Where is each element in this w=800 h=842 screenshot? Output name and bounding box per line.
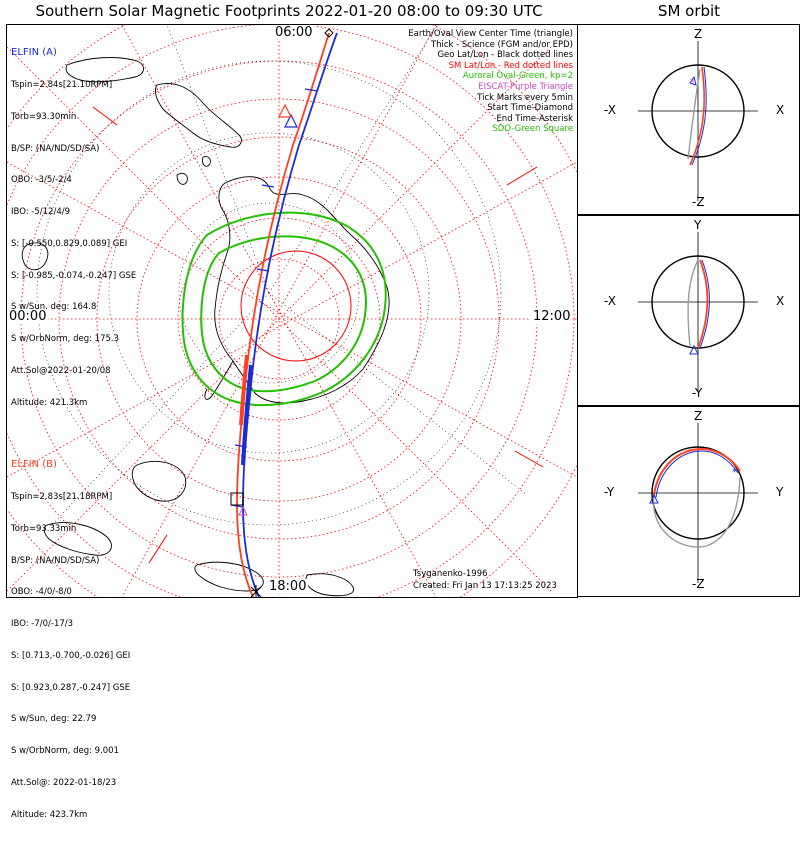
orbit-axis-top: Z	[694, 409, 703, 423]
footprint-plot: ELFIN (A) Tspin=2.84s[21.10RPM] Torb=93.…	[6, 24, 578, 820]
orbit-plot-yz: *	[638, 423, 758, 583]
map-legend: Earth/Oval View Center Time (triangle) T…	[408, 29, 573, 135]
legend-item: Earth/Oval View Center Time (triangle)	[408, 29, 573, 39]
view-center-triangle-a	[284, 113, 298, 128]
start-diamond	[324, 28, 334, 38]
elfin-a-line: S: [-0.550,0.829,0.089] GEI	[11, 238, 128, 249]
view-center-triangle-b	[278, 103, 292, 118]
orbit-axis-right: X	[776, 294, 785, 308]
elfin-a-line: Tspin=2.84s[21.10RPM]	[11, 79, 113, 90]
orbit-axis-bottom: -Z	[692, 577, 705, 591]
legend-item: End Time-Asterisk	[496, 113, 573, 124]
elfin-a-line: Altitude: 421.3km	[11, 397, 88, 408]
sm-latitude-grid	[7, 25, 577, 597]
coastlines	[21, 57, 390, 597]
elfin-a-line: S w/OrbNorm, deg: 175.3	[11, 334, 120, 345]
orbit-axis-top: Y	[694, 218, 702, 232]
orbit-axis-left: -X	[604, 103, 616, 117]
clock-label-right: 12:00	[531, 309, 573, 324]
orbit-panel-xy: -X X Y -Y	[578, 215, 800, 406]
end-asterisk	[250, 585, 262, 597]
legend-item: Tick Marks every 5min	[477, 92, 573, 103]
orbit-plot-xy	[638, 232, 758, 392]
elfin-b-line: S: [0.713,-0.700,-0.026] GEI	[11, 650, 131, 661]
legend-item: Geo Lat/Lon - Black dotted lines	[437, 50, 573, 61]
clock-label-left: 00:00	[7, 309, 49, 324]
orbit-panels: * -X X Z -Z -X X Y -Y *	[578, 24, 800, 598]
clock-label-top: 06:00	[273, 25, 315, 40]
elfin-b-line: IBO: -7/0/-17/3	[11, 619, 74, 630]
legend-item: EISCAT-Purple Triangle	[478, 81, 573, 92]
elfin-a-line: B/SP: (NA/ND/SD/SA)	[11, 143, 100, 154]
elfin-a-line: S: [-0.985,-0.074,-0.247] GSE	[11, 270, 137, 281]
page-title: Southern Solar Magnetic Footprints 2022-…	[35, 2, 543, 20]
elfin-a-line: IBO: -5/12/4/9	[11, 207, 70, 218]
created-timestamp: Created: Fri Jan 13 17:13:25 2023	[413, 581, 557, 591]
elfin-b-line: S w/Sun, deg: 22.79	[11, 714, 97, 725]
elfin-b-line: S: [0.923,0.287,-0.247] GSE	[11, 682, 131, 693]
clock-label-bottom: 18:00	[267, 579, 309, 594]
elfin-a-title: ELFIN (A)	[11, 47, 57, 59]
sdo-square	[230, 492, 244, 506]
elfin-a-line: Att.Sol@2022-01-20/08	[11, 366, 111, 376]
orbit-axis-right: X	[776, 103, 785, 117]
orbit-axis-left: -X	[604, 294, 616, 308]
elfin-b-info: ELFIN (B) Tspin=2.83s[21.18RPM] Torb=93.…	[11, 439, 130, 842]
elfin-a-line: OBO: -3/5/-2/4	[11, 175, 72, 186]
sm-pole-circle	[240, 250, 352, 362]
orbit-axis-left: -Y	[604, 485, 615, 499]
orbit-panel-yz: * -Y Y Z -Z	[578, 406, 800, 597]
elfin-b-title: ELFIN (B)	[11, 459, 57, 471]
sm-boundary-ticks	[92, 106, 544, 564]
elfin-b-line: OBO: -4/0/-8/0	[11, 587, 72, 598]
orbit-axis-top: Z	[694, 27, 703, 41]
eiscat-triangle	[238, 505, 248, 516]
orbit-axis-bottom: -Z	[692, 195, 705, 209]
elfin-b-line: Altitude: 423.7km	[11, 809, 88, 820]
legend-item: SDO-Green Square	[492, 124, 573, 135]
elfin-a-line: S w/Sun, deg: 164.8	[11, 302, 97, 313]
svg-text:*: *	[732, 467, 737, 478]
elfin-a-science-segment	[241, 364, 253, 466]
orbit-axis-right: Y	[776, 485, 784, 499]
elfin-b-line: B/SP: (NA/ND/SD/SA)	[11, 555, 100, 566]
auroral-oval	[181, 211, 387, 407]
footprint-map	[7, 25, 577, 597]
legend-item: Thick - Science (FGM and/or EPD)	[430, 39, 573, 50]
elfin-a-info: ELFIN (A) Tspin=2.84s[21.10RPM] Torb=93.…	[11, 27, 136, 430]
elfin-b-line: Tspin=2.83s[21.18RPM]	[11, 491, 113, 502]
model-credit: Tsyganenko-1996	[413, 569, 488, 579]
orbit-plot-xz: *	[638, 41, 758, 201]
legend-item: SM Lat/Lon - Red dotted lines	[448, 60, 573, 71]
svg-text:*: *	[690, 78, 695, 88]
elfin-a-line: Torb=93.30min	[11, 111, 77, 122]
elfin-b-science-segment	[239, 354, 249, 426]
elfin-b-line: S w/OrbNorm, deg: 9.001	[11, 746, 120, 757]
orbit-title: SM orbit	[657, 2, 721, 20]
elfin-b-line: Att.Sol@: 2022-01-18/23	[11, 778, 117, 788]
orbit-panel-xz: * -X X Z -Z	[578, 24, 800, 215]
orbit-axis-bottom: -Y	[692, 386, 703, 400]
legend-item: Auroral Oval-Green, kp=2	[462, 71, 573, 82]
legend-item: Start Time-Diamond	[487, 103, 573, 114]
elfin-b-line: Torb=93.33min	[11, 523, 77, 534]
geo-latitude-grid	[36, 25, 528, 526]
